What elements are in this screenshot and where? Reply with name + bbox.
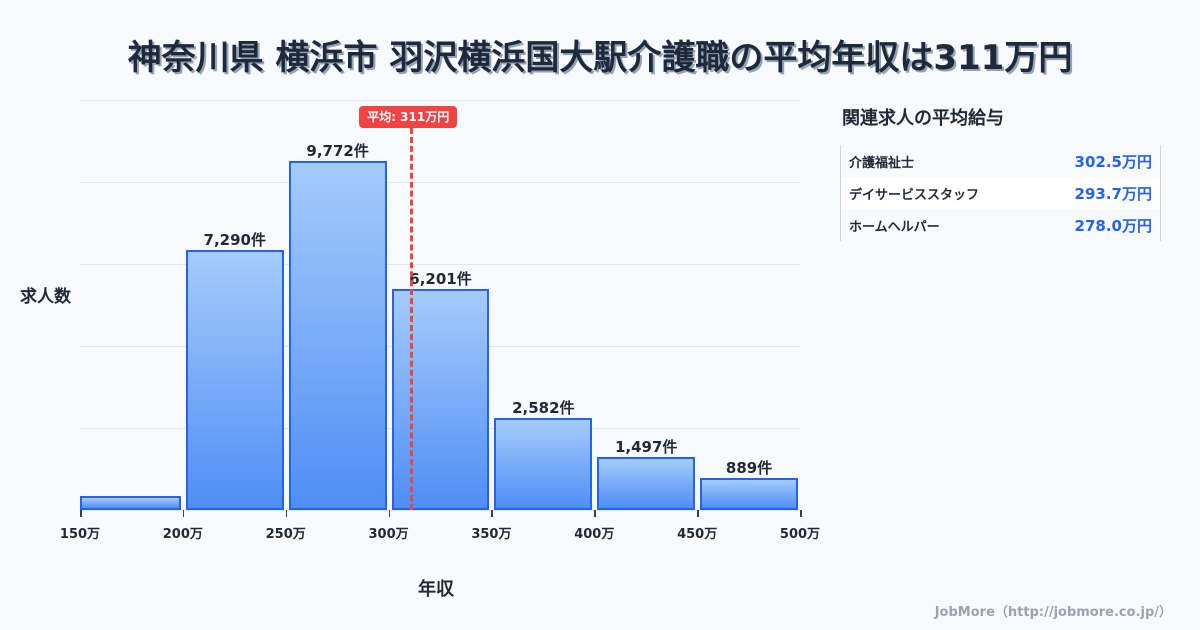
histogram-bar	[391, 288, 490, 510]
x-tick	[800, 510, 802, 517]
watermark: JobMore（http://jobmore.co.jp/）	[934, 605, 1172, 620]
gridline	[80, 182, 800, 183]
x-axis-label: 年収	[418, 579, 454, 600]
job-name: デイサービススタッフ	[849, 187, 980, 203]
x-tick	[182, 510, 185, 517]
x-tick	[491, 510, 493, 517]
gridline	[80, 510, 800, 511]
gridline	[80, 100, 800, 101]
x-tick-label: 500万	[779, 527, 821, 542]
job-salary: 293.7万円	[1074, 184, 1152, 203]
x-tick	[285, 510, 288, 517]
x-tick-label: 450万	[677, 527, 718, 542]
x-tick-label: 250万	[265, 527, 306, 542]
job-salary: 302.5万円	[1074, 152, 1152, 171]
related-job-row: ホームヘルパー 278.0万円	[841, 209, 1160, 241]
y-axis-label: 求人数	[20, 287, 71, 307]
x-tick	[80, 510, 82, 517]
x-tick	[388, 510, 391, 517]
average-line	[409, 128, 413, 510]
x-tick-label: 150万	[59, 527, 101, 542]
histogram-bar	[494, 417, 593, 510]
related-jobs-table: 介護福祉士 302.5万円 デイサービススタッフ 293.7万円 ホームヘルパー…	[840, 145, 1161, 241]
bar-value-label: 2,582件	[512, 398, 575, 417]
x-tick	[594, 510, 596, 517]
bar-value-label: 9,772件	[306, 142, 369, 160]
x-tick-label: 400万	[574, 527, 615, 542]
related-job-row: 介護福祉士 302.5万円	[841, 145, 1160, 177]
histogram-bar	[597, 456, 696, 510]
page-title: 神奈川県 横浜市 羽沢横浜国大駅介護職の平均年収は311万円	[127, 38, 1073, 78]
bar-value-label: 7,290件	[203, 230, 266, 249]
related-jobs-title: 関連求人の平均給与	[842, 108, 1004, 129]
histogram-bar	[185, 249, 284, 510]
bar-value-label: 1,497件	[614, 437, 678, 456]
x-tick-label: 300万	[368, 527, 409, 542]
related-job-row: デイサービススタッフ 293.7万円	[841, 177, 1160, 209]
job-salary: 278.0万円	[1074, 216, 1152, 235]
x-tick-label: 200万	[162, 527, 203, 542]
job-name: ホームヘルパー	[849, 219, 940, 235]
average-badge: 平均: 311万円	[359, 106, 458, 128]
histogram-bar	[700, 478, 798, 510]
bar-value-label: 889件	[725, 459, 773, 478]
histogram-bar	[80, 496, 181, 510]
x-tick	[697, 510, 699, 517]
x-tick-label: 350万	[471, 527, 512, 542]
gridline	[80, 264, 800, 265]
job-name: 介護福祉士	[849, 155, 915, 171]
bar-value-label: 6,201件	[409, 269, 472, 288]
histogram-chart: 求人数 年収 7,290件 9,772件 6,201件 2,582件 1,497件 889…	[20, 100, 821, 600]
histogram-bar	[288, 161, 387, 510]
